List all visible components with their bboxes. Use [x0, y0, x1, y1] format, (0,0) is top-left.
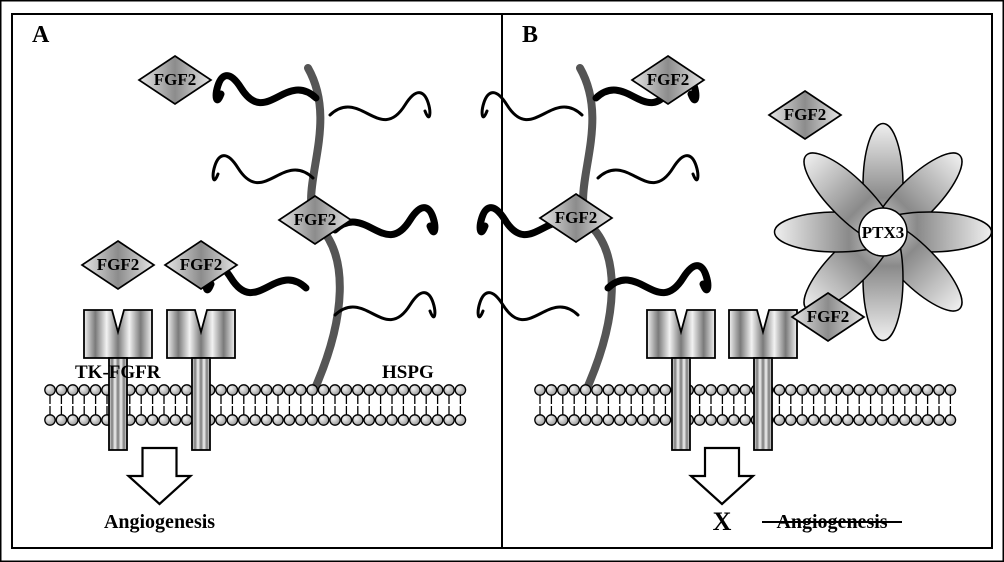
figure-svg: A FGF2 FGF2 FGF2 FGF2 TK-FGFR HSPG Angiogenesis…: [0, 0, 1004, 562]
figure-frame: A FGF2 FGF2 FGF2 FGF2 TK-FGFR HSPG Angiogenesis…: [0, 0, 1004, 562]
label-x-b: X: [713, 507, 732, 536]
label-angiogenesis-a: Angiogenesis: [104, 511, 215, 533]
label-tk-fgfr: TK-FGFR: [75, 362, 161, 383]
fgf2-b-2-label: FGF2: [555, 208, 598, 227]
ptx3-label: PTX3: [862, 223, 905, 242]
panel-a-letter: A: [32, 22, 50, 48]
label-hspg: HSPG: [382, 362, 434, 383]
fgf2-b-bound-label: FGF2: [807, 307, 850, 326]
fgf2-b-1-label: FGF2: [784, 105, 827, 124]
fgf2-a-0-label: FGF2: [154, 70, 197, 89]
fgf2-a-2-label: FGF2: [97, 255, 140, 274]
panel-b-letter: B: [522, 22, 538, 48]
fgf2-b-0-label: FGF2: [647, 70, 690, 89]
fgf2-a-3-label: FGF2: [180, 255, 223, 274]
fgf2-a-1-label: FGF2: [294, 210, 337, 229]
